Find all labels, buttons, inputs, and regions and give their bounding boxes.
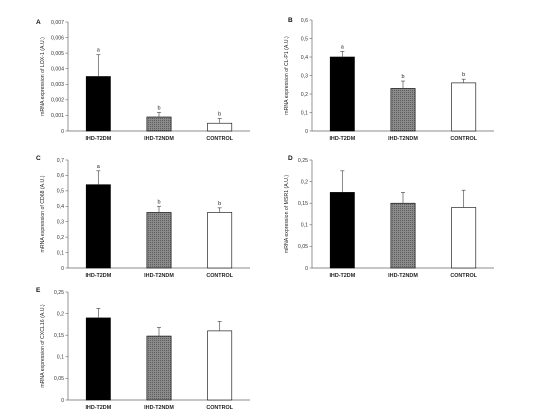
panel-letter: E [36, 287, 41, 294]
y-tick-label: 0,1 [57, 250, 64, 256]
panel-letter: A [36, 19, 41, 26]
y-tick-label: 0 [61, 129, 64, 135]
bar-control [451, 82, 477, 132]
significance-letter: b [157, 199, 160, 205]
y-axis-label: mRNA expression of CD68 (A.U.) [40, 175, 46, 252]
chart-panel-d: D 0 0,05 0,1 0,15 0,2 0,25 mRNA expression of M… [284, 155, 494, 279]
y-tick-label: 0 [61, 398, 64, 404]
y-tick-label: 0 [305, 129, 308, 135]
category-label: IHD-T2NDM [388, 136, 418, 142]
chart-panel-a: A 0 0,001 0,002 0,003 0,004 0,005 0,006 0,007 mRN… [36, 19, 250, 142]
y-tick-label: 0,5 [57, 189, 64, 195]
category-label: IHD-T2NDM [144, 136, 174, 142]
y-tick-label: 0,2 [301, 179, 308, 185]
y-tick-label: 0 [61, 266, 64, 272]
y-tick-label: 0,001 [51, 113, 64, 119]
y-tick-label: 0,5 [301, 36, 308, 42]
y-tick-label: 0,6 [57, 173, 64, 179]
chart-panel-e: E 0 0,05 0,1 0,15 0,2 0,25 mRNA expression of C… [36, 287, 250, 411]
category-label: IHD-T2DM [329, 273, 355, 279]
bar-ihd-t2ndm [390, 88, 416, 132]
y-tick-label: 0,4 [57, 204, 64, 210]
y-tick-label: 0,05 [298, 244, 308, 250]
panel-letter: C [36, 155, 41, 162]
significance-letter: a [97, 164, 101, 170]
chart-panel-c: C 0 0,1 0,2 0,3 0,4 0,5 0,6 0,7 mRNA expression o… [36, 155, 250, 279]
bar-ihd-t2dm [85, 317, 111, 401]
y-tick-label: 0,005 [51, 51, 64, 57]
y-tick-label: 0 [305, 266, 308, 272]
significance-letter: b [157, 105, 160, 111]
y-tick-label: 0,15 [298, 201, 308, 207]
panel-letter: D [288, 155, 293, 162]
y-axis-label: mRNA expression of MSR1 (A.U.) [284, 175, 290, 253]
bar-control [451, 207, 477, 269]
significance-letter: a [341, 44, 345, 50]
significance-letter: b [401, 74, 404, 80]
bar-control [207, 122, 233, 132]
y-tick-label: 0,1 [57, 355, 64, 361]
y-tick-label: 0,3 [301, 73, 308, 79]
category-label: IHD-T2DM [329, 136, 355, 142]
y-tick-label: 0,1 [301, 223, 308, 229]
bar-ihd-t2dm [85, 76, 111, 132]
category-label: CONTROL [206, 273, 233, 279]
bar-ihd-t2ndm [146, 212, 172, 269]
category-label: CONTROL [206, 405, 233, 411]
category-label: IHD-T2DM [85, 273, 111, 279]
bar-control [207, 330, 233, 401]
bar-ihd-t2dm [329, 192, 355, 269]
y-tick-label: 0,4 [301, 55, 308, 61]
y-tick-label: 0,004 [51, 67, 64, 73]
y-tick-label: 0,002 [51, 98, 64, 104]
y-tick-label: 0,006 [51, 35, 64, 41]
bar-ihd-t2dm [329, 56, 355, 132]
category-label: CONTROL [450, 273, 477, 279]
significance-letter: b [462, 72, 465, 78]
bar-ihd-t2ndm [390, 202, 416, 269]
y-axis-label: mRNA expression of LOX-1 (A.U.) [40, 37, 46, 116]
y-tick-label: 0,2 [57, 235, 64, 241]
category-label: CONTROL [206, 136, 233, 142]
category-label: IHD-T2DM [85, 136, 111, 142]
y-tick-label: 0,1 [301, 110, 308, 116]
y-tick-label: 0,3 [57, 220, 64, 226]
y-tick-label: 0,7 [57, 158, 64, 164]
chart-panel-b: B 0 0,1 0,2 0,3 0,4 0,5 0,6 mRNA expression of C… [284, 17, 494, 142]
significance-letter: a [97, 48, 101, 54]
category-label: IHD-T2DM [85, 405, 111, 411]
category-label: IHD-T2NDM [144, 273, 174, 279]
category-label: IHD-T2NDM [388, 273, 418, 279]
y-tick-label: 0,007 [51, 20, 64, 26]
y-tick-label: 0,6 [301, 18, 308, 24]
bar-control [207, 212, 233, 269]
panel-letter: B [288, 17, 293, 24]
bar-ihd-t2ndm [146, 335, 172, 401]
bar-ihd-t2dm [85, 184, 111, 269]
y-tick-label: 0,15 [54, 333, 64, 339]
y-axis-label: mRNA expression of CL-P1 (A.U.) [284, 36, 290, 115]
significance-letter: b [218, 112, 221, 118]
category-label: IHD-T2NDM [144, 405, 174, 411]
bar-ihd-t2ndm [146, 116, 172, 132]
y-tick-label: 0,003 [51, 82, 64, 88]
y-tick-label: 0,05 [54, 376, 64, 382]
y-tick-label: 0,25 [54, 290, 64, 296]
significance-letter: b [218, 201, 221, 207]
y-axis-label: mRNA expression of CXCL16 (A.U.) [40, 304, 46, 388]
y-tick-label: 0,2 [301, 92, 308, 98]
y-tick-label: 0,25 [298, 158, 308, 164]
category-label: CONTROL [450, 136, 477, 142]
y-tick-label: 0,2 [57, 311, 64, 317]
